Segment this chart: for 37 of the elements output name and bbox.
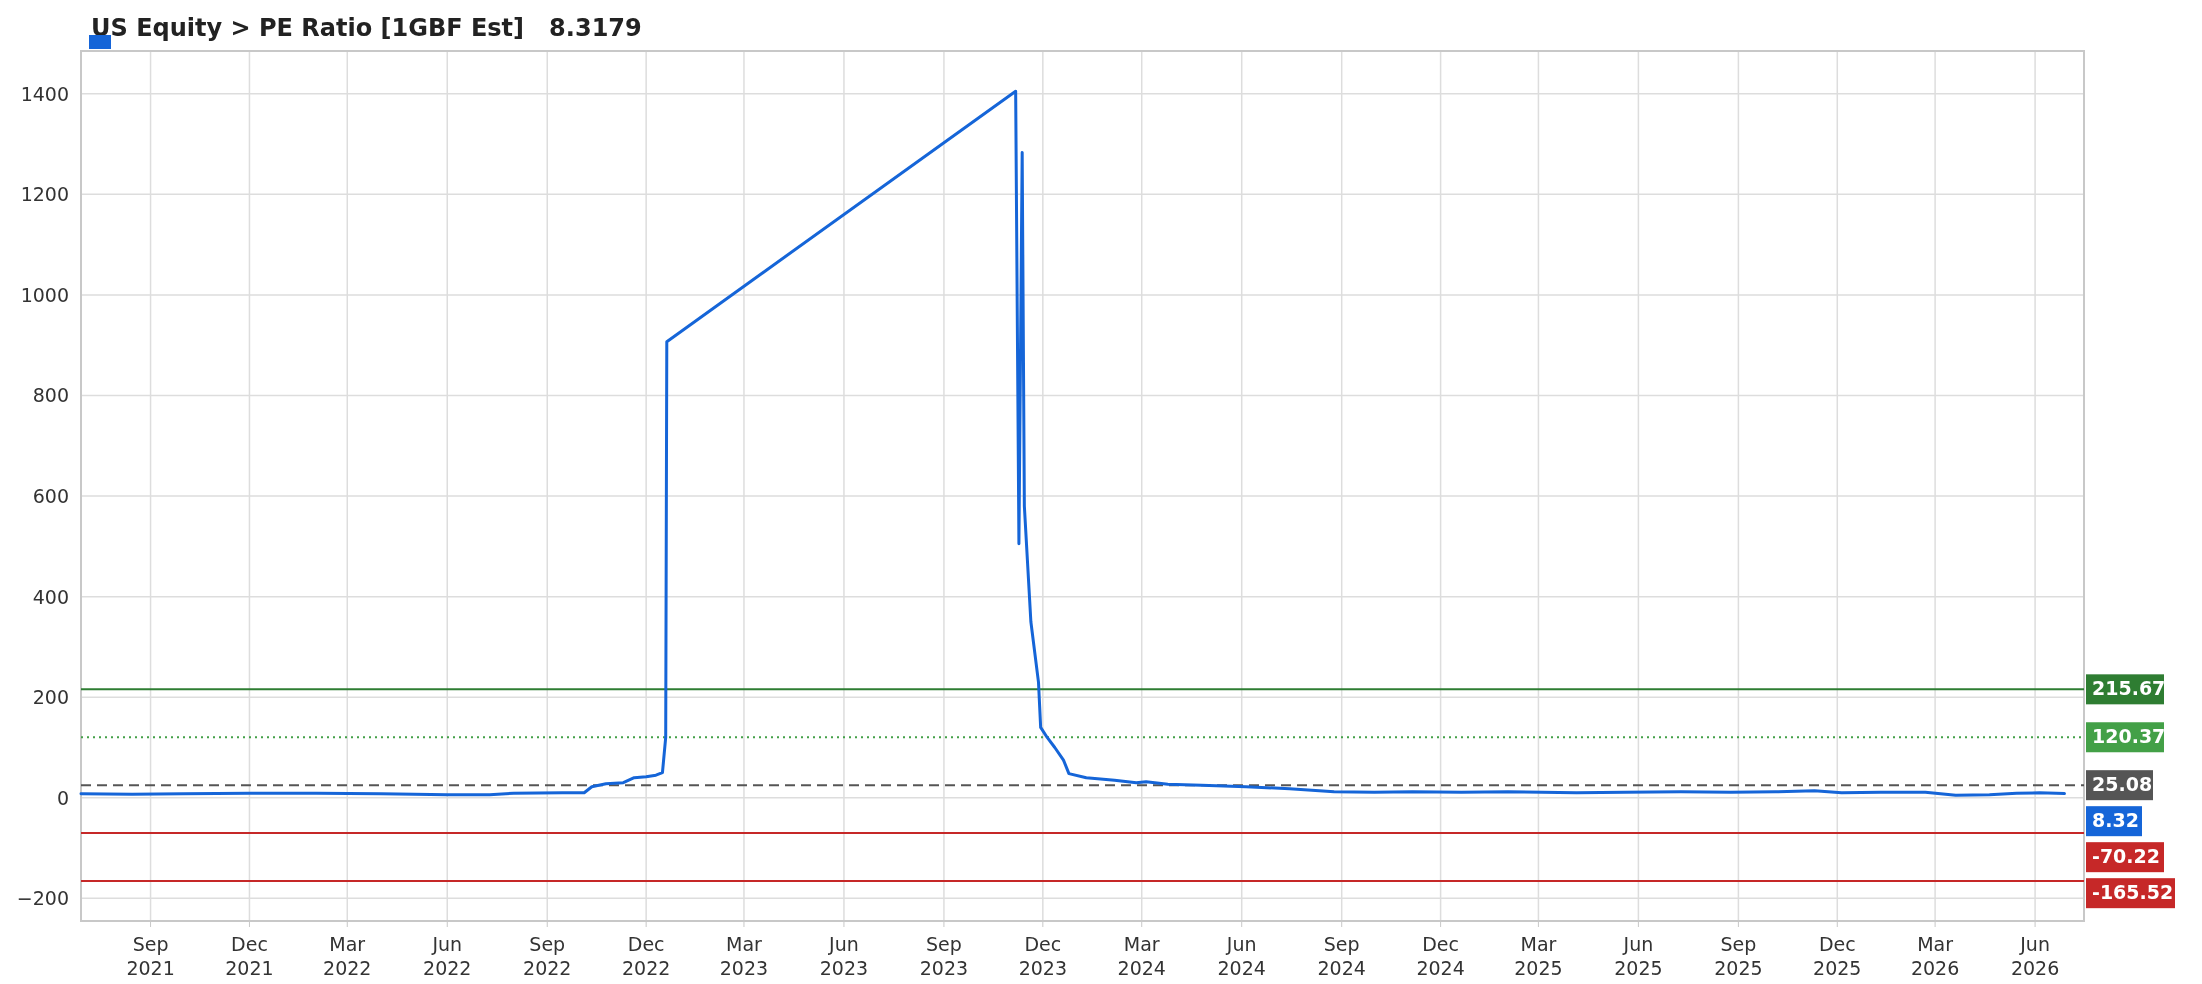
x-tick-label: Dec 2024 <box>1416 933 1465 979</box>
x-tick-label: Jun 2022 <box>423 933 472 979</box>
x-tick-label: Mar 2022 <box>323 933 372 979</box>
x-tick-label: Sep 2023 <box>919 933 969 979</box>
y-tick-label: 1200 <box>20 183 69 206</box>
x-tick-label: Jun 2023 <box>819 933 869 979</box>
ref-line-label: -70.22 <box>2092 845 2160 868</box>
y-tick-label: 200 <box>32 686 69 709</box>
x-tick-label: Sep 2022 <box>523 933 572 979</box>
x-tick-label: Dec 2021 <box>225 933 274 979</box>
x-tick-label: Mar 2024 <box>1117 933 1166 979</box>
y-tick-label: 400 <box>32 585 69 608</box>
y-tick-label: 800 <box>32 384 69 407</box>
chart-title: US Equity > PE Ratio [1GBF Est] 8.3179 <box>91 14 642 42</box>
ref-line-label: -165.52 <box>2092 881 2174 904</box>
x-tick-label: Jun 2025 <box>1614 933 1663 979</box>
y-tick-label: −200 <box>16 887 69 910</box>
x-tick-label: Sep 2024 <box>1317 933 1366 979</box>
y-tick-label: 1000 <box>20 283 69 306</box>
y-tick-label: 0 <box>56 786 69 809</box>
x-tick-label: Mar 2023 <box>719 933 769 979</box>
ref-line-label: 215.67 <box>2092 677 2166 700</box>
x-tick-label: Sep 2021 <box>126 933 175 979</box>
x-tick-label: Mar 2025 <box>1514 933 1563 979</box>
y-tick-label: 1400 <box>20 82 69 105</box>
x-tick-label: Sep 2025 <box>1714 933 1763 979</box>
x-tick-label: Dec 2025 <box>1813 933 1862 979</box>
x-tick-label: Dec 2022 <box>621 933 671 979</box>
line-series <box>79 89 2066 797</box>
x-tick-label: Dec 2023 <box>1018 933 1068 979</box>
y-tick-label: 600 <box>32 485 69 508</box>
data-label: 8.32 <box>2092 809 2139 832</box>
x-tick-label: Jun 2026 <box>2010 933 2060 979</box>
x-tick-label: Mar 2026 <box>1910 933 1960 979</box>
ref-line-label: 25.08 <box>2092 773 2153 796</box>
x-tick-label: Jun 2024 <box>1217 933 1266 979</box>
ref-line-label: 120.37 <box>2092 725 2166 748</box>
